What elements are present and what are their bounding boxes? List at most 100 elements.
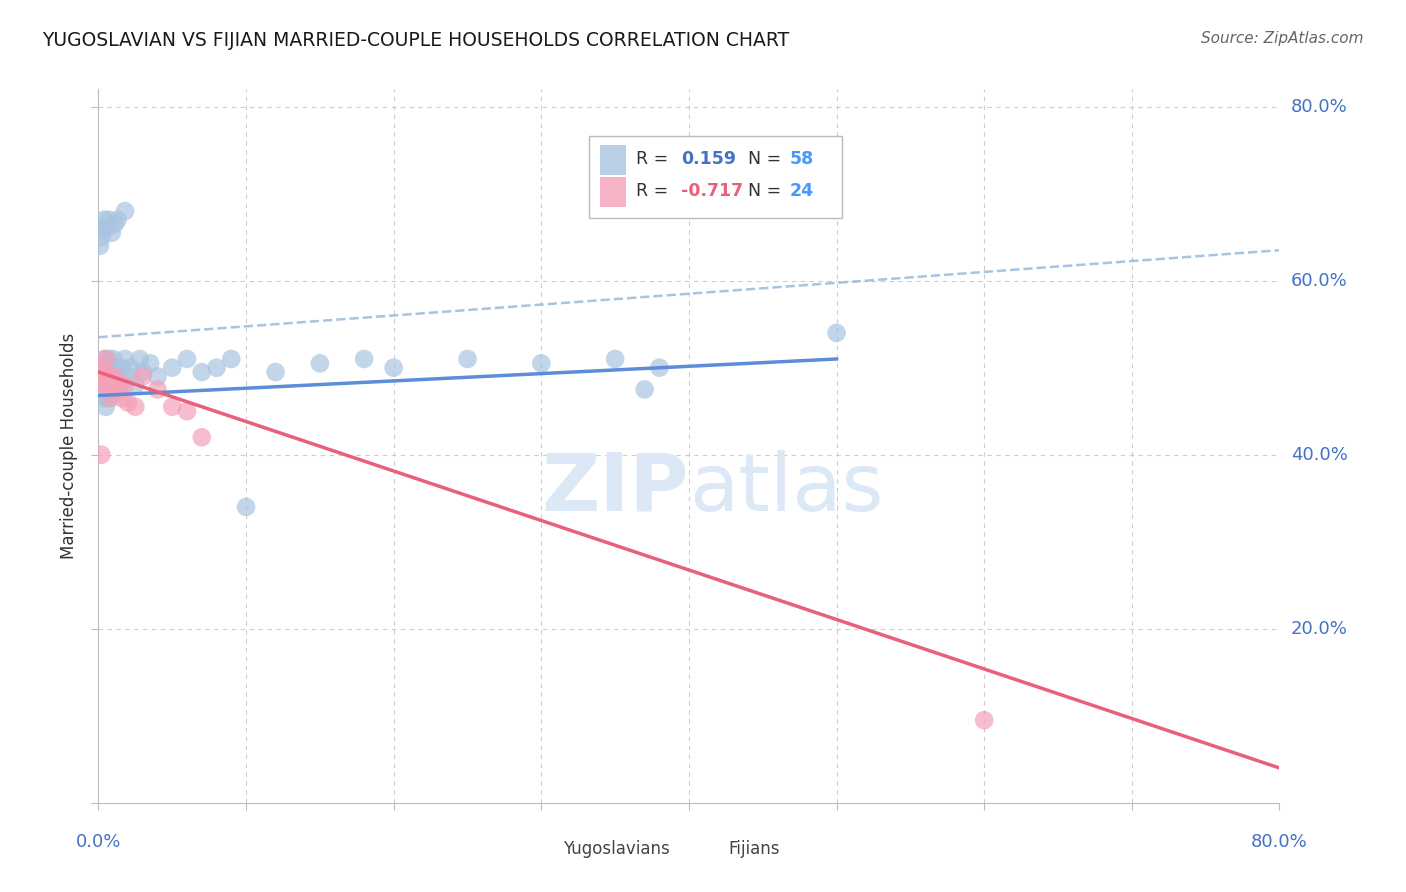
Point bbox=[91, 360, 114, 375]
Point bbox=[146, 383, 169, 397]
Point bbox=[94, 221, 117, 235]
Point bbox=[146, 369, 169, 384]
Point bbox=[97, 351, 120, 366]
Point bbox=[91, 386, 114, 401]
Point bbox=[93, 369, 115, 384]
Point bbox=[91, 360, 114, 375]
Point bbox=[973, 713, 995, 727]
Point bbox=[90, 448, 112, 462]
FancyBboxPatch shape bbox=[600, 145, 626, 175]
Point bbox=[93, 212, 115, 227]
Point bbox=[97, 369, 120, 384]
Point bbox=[132, 369, 155, 384]
Point bbox=[120, 360, 142, 375]
Point bbox=[89, 383, 111, 397]
Text: N =: N = bbox=[748, 182, 787, 200]
FancyBboxPatch shape bbox=[695, 837, 721, 862]
Point bbox=[605, 351, 627, 366]
Text: Fijians: Fijians bbox=[728, 840, 779, 858]
Point bbox=[96, 383, 118, 397]
Point bbox=[309, 356, 332, 370]
Point bbox=[100, 226, 122, 240]
Point bbox=[456, 351, 478, 366]
Point bbox=[93, 351, 115, 366]
Point bbox=[98, 360, 121, 375]
Point bbox=[94, 351, 117, 366]
Point bbox=[100, 386, 122, 401]
Point bbox=[162, 360, 183, 375]
Text: Yugoslavians: Yugoslavians bbox=[562, 840, 669, 858]
Point bbox=[117, 369, 139, 384]
Text: atlas: atlas bbox=[689, 450, 883, 528]
Text: YUGOSLAVIAN VS FIJIAN MARRIED-COUPLE HOUSEHOLDS CORRELATION CHART: YUGOSLAVIAN VS FIJIAN MARRIED-COUPLE HOU… bbox=[42, 31, 789, 50]
Point bbox=[96, 378, 118, 392]
Text: 20.0%: 20.0% bbox=[1291, 620, 1347, 638]
Point bbox=[353, 351, 375, 366]
Point bbox=[97, 391, 120, 405]
Point bbox=[205, 360, 228, 375]
Point bbox=[117, 395, 139, 409]
Point bbox=[219, 351, 242, 366]
Point bbox=[114, 204, 136, 219]
Point bbox=[108, 383, 131, 397]
Point bbox=[104, 369, 127, 384]
Point bbox=[114, 378, 136, 392]
Point bbox=[90, 378, 112, 392]
Text: 58: 58 bbox=[789, 150, 814, 168]
Point bbox=[98, 378, 121, 392]
Text: 40.0%: 40.0% bbox=[1291, 446, 1347, 464]
Point bbox=[176, 404, 198, 418]
Point bbox=[107, 383, 129, 397]
Point bbox=[235, 500, 257, 514]
Point bbox=[105, 378, 128, 392]
Text: N =: N = bbox=[748, 150, 787, 168]
Point bbox=[103, 383, 125, 397]
Point bbox=[104, 217, 127, 231]
Text: 0.0%: 0.0% bbox=[76, 833, 121, 851]
Point bbox=[264, 365, 287, 379]
Text: 60.0%: 60.0% bbox=[1291, 272, 1347, 290]
Point bbox=[90, 230, 112, 244]
Text: 80.0%: 80.0% bbox=[1291, 97, 1347, 116]
Point bbox=[97, 212, 120, 227]
Y-axis label: Married-couple Households: Married-couple Households bbox=[60, 333, 79, 559]
Point bbox=[114, 351, 136, 366]
Point bbox=[105, 360, 128, 375]
Point bbox=[139, 356, 162, 370]
Point bbox=[191, 430, 214, 444]
Text: 0.159: 0.159 bbox=[681, 150, 735, 168]
FancyBboxPatch shape bbox=[530, 837, 555, 862]
Point bbox=[100, 378, 122, 392]
Text: Source: ZipAtlas.com: Source: ZipAtlas.com bbox=[1201, 31, 1364, 46]
Point bbox=[111, 360, 134, 375]
FancyBboxPatch shape bbox=[589, 136, 842, 218]
Point bbox=[103, 351, 125, 366]
Text: R =: R = bbox=[636, 150, 673, 168]
Point bbox=[825, 326, 848, 340]
Point bbox=[89, 239, 111, 253]
Point bbox=[162, 400, 183, 414]
Text: 24: 24 bbox=[789, 182, 814, 200]
Point bbox=[128, 351, 150, 366]
Point bbox=[648, 360, 671, 375]
Point bbox=[176, 351, 198, 366]
Point bbox=[104, 378, 127, 392]
Point bbox=[382, 360, 405, 375]
Point bbox=[124, 378, 146, 392]
Point bbox=[94, 400, 117, 414]
Text: ZIP: ZIP bbox=[541, 450, 689, 528]
Point bbox=[124, 400, 146, 414]
Point bbox=[132, 365, 155, 379]
Point bbox=[91, 221, 114, 235]
Point bbox=[110, 378, 132, 392]
Point bbox=[94, 369, 117, 384]
FancyBboxPatch shape bbox=[600, 177, 626, 207]
Point bbox=[108, 369, 131, 384]
Point bbox=[90, 369, 112, 384]
Text: R =: R = bbox=[636, 182, 673, 200]
Point bbox=[633, 383, 655, 397]
Text: 80.0%: 80.0% bbox=[1251, 833, 1308, 851]
Point bbox=[96, 360, 118, 375]
Point bbox=[93, 391, 115, 405]
Point bbox=[530, 356, 553, 370]
